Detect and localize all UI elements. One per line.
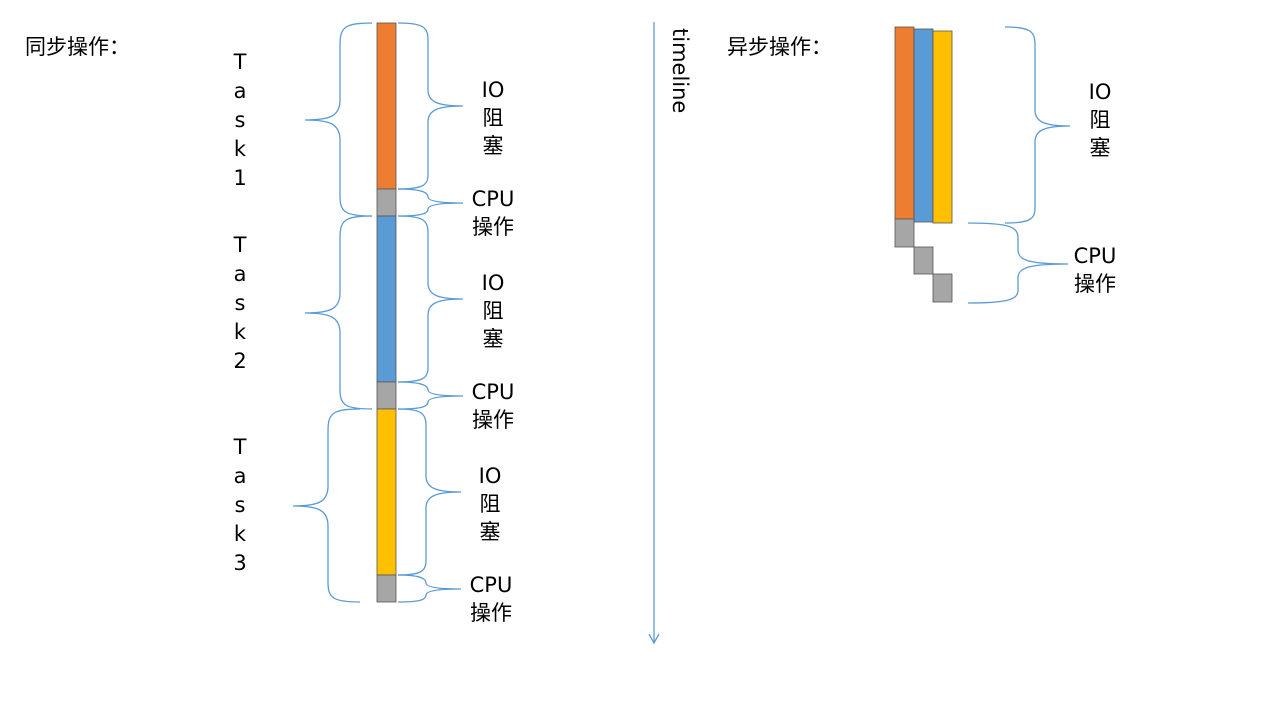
async-task1-io-bar	[894, 26, 915, 220]
task3-io-brace	[397, 408, 462, 576]
async-task1-cpu-bar	[894, 218, 915, 248]
task2-io-label: IO 阻塞	[481, 271, 505, 351]
task3-cpu-bar	[376, 574, 397, 603]
task2-cpu-bar	[376, 381, 397, 410]
task3-cpu-brace	[397, 574, 462, 603]
task1-cpu-bar	[376, 188, 397, 217]
async-io-brace	[1004, 26, 1071, 224]
task2-io-bar	[376, 215, 397, 383]
task2-io-brace	[397, 215, 464, 383]
async-task2-io-bar	[913, 28, 934, 223]
async-cpu-label: CPU 操作	[1073, 244, 1117, 296]
async-io-label: IO 阻塞	[1088, 80, 1112, 160]
sync-title: 同步操作：	[25, 35, 130, 59]
task1-io-label: IO 阻塞	[481, 78, 505, 158]
task3-brace	[292, 408, 361, 603]
async-task2-cpu-bar	[913, 246, 934, 275]
async-task3-io-bar	[932, 30, 953, 224]
task3-io-bar	[376, 408, 397, 576]
task1-io-bar	[376, 22, 397, 190]
timeline-arrowhead	[648, 633, 660, 645]
async-cpu-brace	[967, 222, 1069, 304]
timeline-label: timeline	[668, 28, 692, 114]
task3-io-label: IO 阻塞	[478, 464, 502, 544]
task3-cpu-label: CPU 操作	[469, 573, 513, 625]
task1-brace	[304, 22, 373, 217]
task2-cpu-brace	[397, 381, 464, 410]
task2-brace	[304, 215, 373, 410]
task1-cpu-label: CPU 操作	[471, 187, 515, 239]
task1-io-brace	[397, 22, 464, 190]
async-title: 异步操作：	[727, 35, 832, 59]
task2-cpu-label: CPU 操作	[471, 380, 515, 432]
task1-cpu-brace	[397, 188, 464, 217]
async-task3-cpu-bar	[932, 273, 953, 303]
